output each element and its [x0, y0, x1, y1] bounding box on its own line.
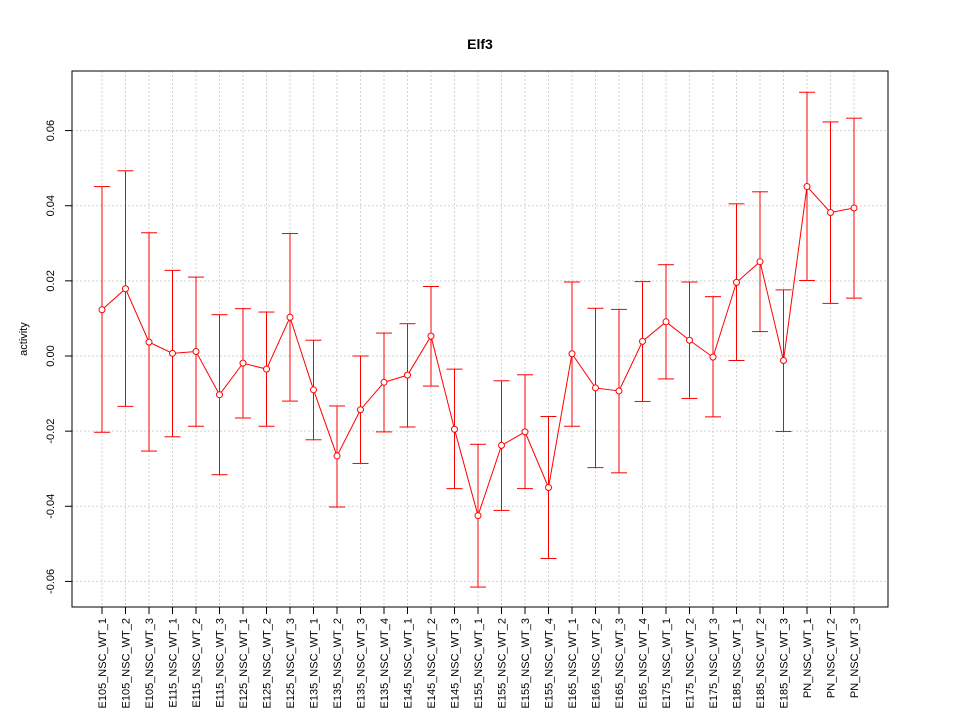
- data-point: [733, 278, 740, 286]
- x-tick-label: E185_NSC_WT_2: [755, 618, 767, 709]
- data-point: [263, 365, 270, 373]
- x-tick-label: E175_NSC_WT_2: [685, 618, 697, 709]
- data-point: [427, 332, 435, 340]
- x-tick-label: E155_NSC_WT_3: [520, 618, 532, 709]
- x-tick-label: E115_NSC_WT_1: [168, 618, 180, 708]
- data-point: [498, 441, 505, 449]
- x-tick-label: PN_NSC_WT_2: [826, 618, 838, 698]
- x-tick-label: PN_NSC_WT_1: [802, 618, 814, 698]
- x-tick-label: E135_NSC_WT_1: [309, 618, 321, 709]
- plot-frame: [71, 70, 889, 608]
- x-tick-label: E125_NSC_WT_2: [262, 618, 274, 709]
- x-tick-label: E155_NSC_WT_2: [497, 618, 509, 709]
- x-tick-label: E125_NSC_WT_1: [238, 618, 250, 709]
- data-point: [686, 336, 693, 344]
- x-tick-label: E115_NSC_WT_3: [215, 618, 227, 708]
- y-axis-label: activity: [18, 322, 30, 356]
- chart-title: Elf3: [467, 36, 493, 52]
- grid-lines: [72, 71, 888, 607]
- data-point: [192, 347, 200, 355]
- data-point: [545, 483, 552, 491]
- y-tick-label: -0.02: [45, 419, 57, 444]
- x-tick-label: E175_NSC_WT_3: [708, 618, 720, 709]
- x-tick-label: E175_NSC_WT_1: [661, 618, 673, 709]
- x-tick-label: E135_NSC_WT_2: [332, 618, 344, 709]
- data-point: [474, 512, 482, 520]
- x-tick-label: E135_NSC_WT_4: [379, 618, 391, 709]
- data-point: [145, 338, 153, 346]
- x-tick-label: E115_NSC_WT_2: [191, 618, 203, 708]
- x-tick-label: E185_NSC_WT_1: [732, 618, 744, 709]
- data-point: [662, 318, 670, 326]
- data-point: [780, 357, 787, 365]
- data-point: [592, 384, 599, 392]
- x-tick-label: E165_NSC_WT_4: [638, 618, 650, 709]
- data-point: [310, 386, 317, 394]
- x-tick-label: E155_NSC_WT_4: [544, 618, 556, 709]
- data-point: [615, 387, 623, 395]
- x-tick-label: PN_NSC_WT_3: [849, 618, 861, 698]
- data-point: [239, 359, 247, 367]
- activity-series: [94, 91, 862, 588]
- x-tick-label: E165_NSC_WT_2: [591, 618, 603, 709]
- x-tick-label: E105_NSC_WT_2: [121, 618, 133, 709]
- x-tick-label: E165_NSC_WT_3: [614, 618, 626, 709]
- data-point: [827, 208, 834, 216]
- data-point: [709, 353, 717, 361]
- x-axis: E105_NSC_WT_1 E105_NSC_WT_2 E105_NSC_WT_3 E…: [97, 606, 861, 709]
- y-tick-label: 0.04: [45, 195, 57, 216]
- data-point: [357, 406, 364, 414]
- x-tick-label: E105_NSC_WT_1: [97, 618, 109, 709]
- data-point: [216, 391, 223, 399]
- data-point: [451, 425, 458, 433]
- data-point: [404, 371, 411, 379]
- data-point: [169, 349, 176, 357]
- data-point: [803, 183, 811, 191]
- y-tick-label: -0.04: [45, 494, 57, 519]
- data-point: [333, 452, 341, 460]
- x-tick-label: E145_NSC_WT_1: [403, 618, 415, 709]
- data-point: [380, 378, 388, 386]
- data-point: [98, 306, 106, 314]
- data-point: [286, 313, 294, 321]
- data-point: [122, 285, 129, 293]
- x-tick-label: E155_NSC_WT_1: [473, 618, 485, 709]
- y-tick-label: 0.02: [45, 270, 57, 291]
- x-tick-label: E105_NSC_WT_3: [144, 618, 156, 709]
- data-point: [756, 258, 764, 266]
- x-tick-label: E135_NSC_WT_3: [356, 618, 368, 709]
- x-tick-label: E165_NSC_WT_1: [567, 618, 579, 709]
- data-point: [568, 350, 576, 358]
- y-tick-label: 0.06: [45, 120, 57, 141]
- data-point: [521, 428, 529, 436]
- x-tick-label: E185_NSC_WT_3: [779, 618, 791, 709]
- data-point: [850, 204, 858, 212]
- y-tick-label: 0.00: [45, 345, 57, 366]
- x-tick-label: E145_NSC_WT_3: [450, 618, 462, 709]
- x-tick-label: E145_NSC_WT_2: [426, 618, 438, 709]
- data-point: [639, 337, 646, 345]
- y-tick-label: -0.06: [45, 569, 57, 594]
- x-tick-label: E125_NSC_WT_3: [285, 618, 297, 709]
- y-axis: -0.06 -0.04 -0.02 0.00 0.02 0.04 0.06: [45, 120, 73, 594]
